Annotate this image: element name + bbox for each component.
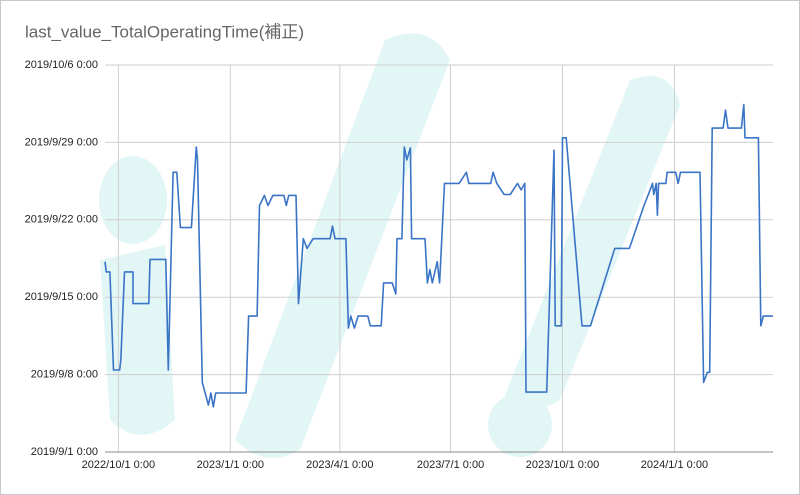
x-tick-label: 2023/1/1 0:00 xyxy=(197,459,264,471)
x-tick-label: 2023/10/1 0:00 xyxy=(526,459,599,471)
x-tick-label: 2023/4/1 0:00 xyxy=(306,459,373,471)
y-tick-label: 2019/9/29 0:00 xyxy=(25,136,98,148)
y-tick-label: 2019/10/6 0:00 xyxy=(25,59,98,71)
x-tick-label: 2023/7/1 0:00 xyxy=(417,459,484,471)
y-tick-label: 2019/9/8 0:00 xyxy=(31,369,98,381)
series-line xyxy=(104,103,773,408)
y-tick-label: 2019/9/1 0:00 xyxy=(31,446,98,458)
chart-title: last_value_TotalOperatingTime(補正) xyxy=(25,22,304,41)
y-tick-label: 2019/9/22 0:00 xyxy=(25,214,98,226)
y-tick-label: 2019/9/15 0:00 xyxy=(25,291,98,303)
x-tick-label: 2024/1/1 0:00 xyxy=(641,459,708,471)
x-tick-label: 2022/10/1 0:00 xyxy=(82,459,155,471)
